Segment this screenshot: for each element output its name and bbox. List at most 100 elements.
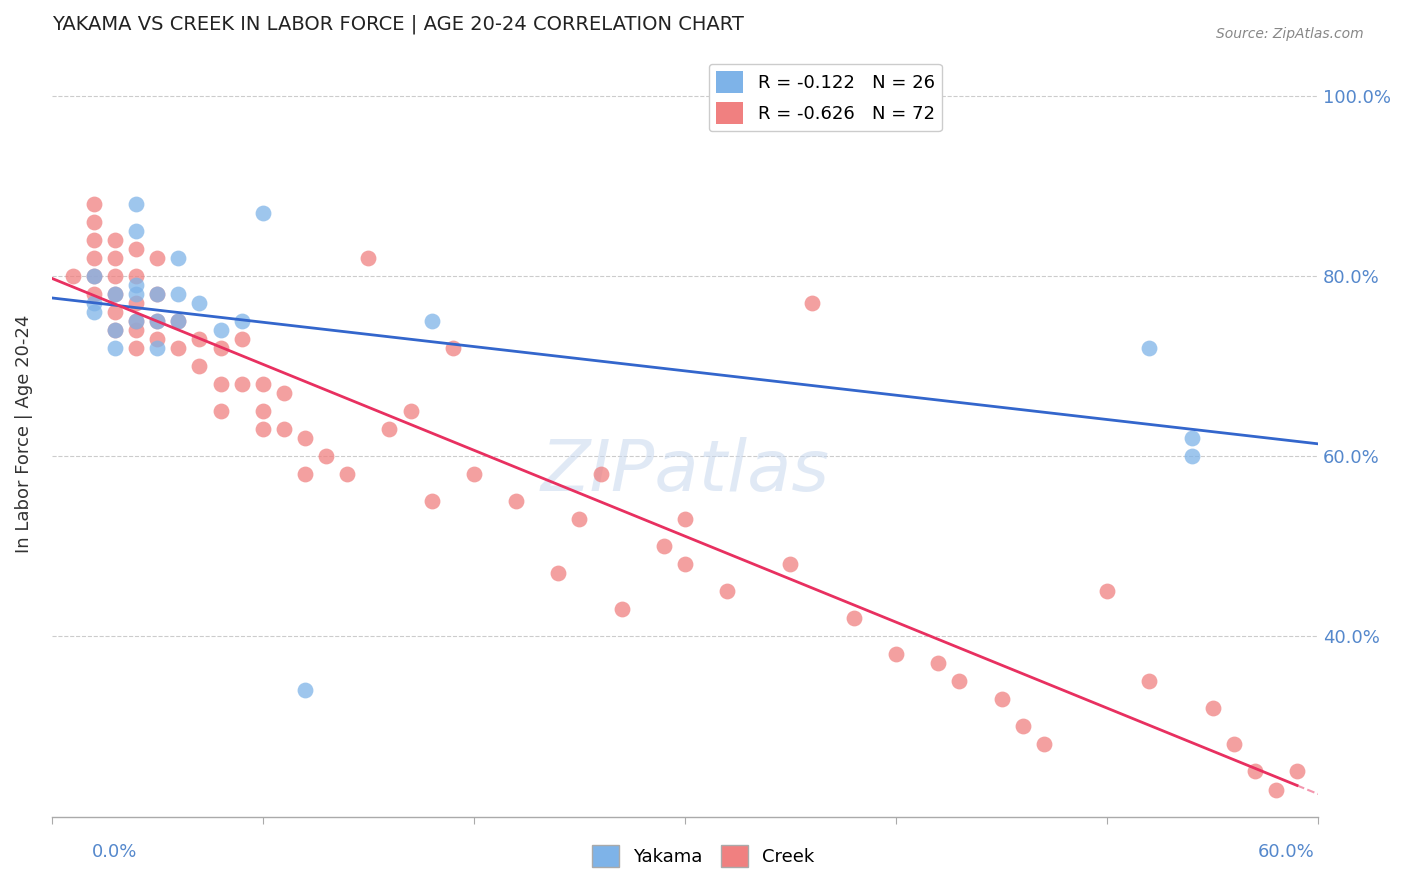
Point [990, 692, 1012, 706]
Point [125, 287, 148, 301]
Point [252, 377, 274, 392]
Legend: R = -0.122   N = 26, R = -0.626   N = 72: R = -0.122 N = 26, R = -0.626 N = 72 [709, 63, 942, 131]
Point [125, 242, 148, 256]
Point [125, 197, 148, 211]
Point [357, 251, 380, 265]
Point [125, 341, 148, 355]
Text: Source: ZipAtlas.com: Source: ZipAtlas.com [1216, 27, 1364, 41]
Point [884, 648, 907, 662]
Text: ZIPatlas: ZIPatlas [540, 437, 830, 507]
Point [294, 467, 316, 482]
Point [1264, 782, 1286, 797]
Point [125, 268, 148, 283]
Point [948, 674, 970, 689]
Point [1095, 584, 1118, 599]
Point [125, 314, 148, 328]
Text: YAKAMA VS CREEK IN LABOR FORCE | AGE 20-24 CORRELATION CHART: YAKAMA VS CREEK IN LABOR FORCE | AGE 20-… [52, 15, 744, 35]
Point [62, 268, 84, 283]
Point [146, 314, 169, 328]
Point [209, 341, 232, 355]
Point [104, 287, 127, 301]
Point [1222, 738, 1244, 752]
Point [294, 431, 316, 445]
Point [252, 422, 274, 436]
Text: 0.0%: 0.0% [91, 843, 136, 861]
Point [420, 314, 443, 328]
Point [252, 404, 274, 418]
Point [104, 305, 127, 319]
Point [83, 268, 105, 283]
Point [146, 341, 169, 355]
Point [800, 296, 823, 310]
Point [167, 287, 190, 301]
Point [589, 467, 612, 482]
Point [231, 314, 253, 328]
Point [83, 296, 105, 310]
Point [209, 323, 232, 337]
Point [1243, 764, 1265, 779]
Point [273, 422, 295, 436]
Point [1032, 738, 1054, 752]
Point [83, 197, 105, 211]
Point [209, 404, 232, 418]
Point [167, 341, 190, 355]
Point [568, 512, 591, 526]
Point [188, 332, 211, 346]
Point [420, 494, 443, 508]
Point [1285, 764, 1308, 779]
Point [673, 558, 696, 572]
Point [125, 314, 148, 328]
Point [125, 296, 148, 310]
Point [441, 341, 464, 355]
Point [104, 323, 127, 337]
Point [83, 287, 105, 301]
Point [716, 584, 738, 599]
Point [83, 233, 105, 247]
Point [547, 566, 569, 581]
Point [252, 206, 274, 220]
Point [399, 404, 422, 418]
Point [315, 449, 337, 463]
Point [1201, 701, 1223, 715]
Point [146, 287, 169, 301]
Text: 60.0%: 60.0% [1258, 843, 1315, 861]
Point [104, 233, 127, 247]
Point [1180, 449, 1202, 463]
Point [610, 602, 633, 616]
Point [505, 494, 527, 508]
Point [673, 512, 696, 526]
Point [231, 377, 253, 392]
Point [104, 341, 127, 355]
Point [1011, 719, 1033, 733]
Point [463, 467, 485, 482]
Point [104, 268, 127, 283]
Point [125, 224, 148, 238]
Point [652, 539, 675, 553]
Point [125, 278, 148, 293]
Point [1137, 674, 1160, 689]
Point [146, 332, 169, 346]
Point [167, 314, 190, 328]
Point [167, 314, 190, 328]
Point [779, 558, 801, 572]
Point [146, 287, 169, 301]
Point [378, 422, 401, 436]
Point [1137, 341, 1160, 355]
Point [842, 611, 865, 625]
Point [146, 314, 169, 328]
Point [125, 323, 148, 337]
Point [146, 251, 169, 265]
Y-axis label: In Labor Force | Age 20-24: In Labor Force | Age 20-24 [15, 315, 32, 553]
Point [83, 268, 105, 283]
Point [167, 251, 190, 265]
Point [209, 377, 232, 392]
Point [927, 657, 949, 671]
Point [336, 467, 359, 482]
Point [104, 251, 127, 265]
Point [1180, 431, 1202, 445]
Point [83, 215, 105, 229]
Point [188, 296, 211, 310]
Point [104, 287, 127, 301]
Point [273, 386, 295, 401]
Legend: Yakama, Creek: Yakama, Creek [585, 838, 821, 874]
